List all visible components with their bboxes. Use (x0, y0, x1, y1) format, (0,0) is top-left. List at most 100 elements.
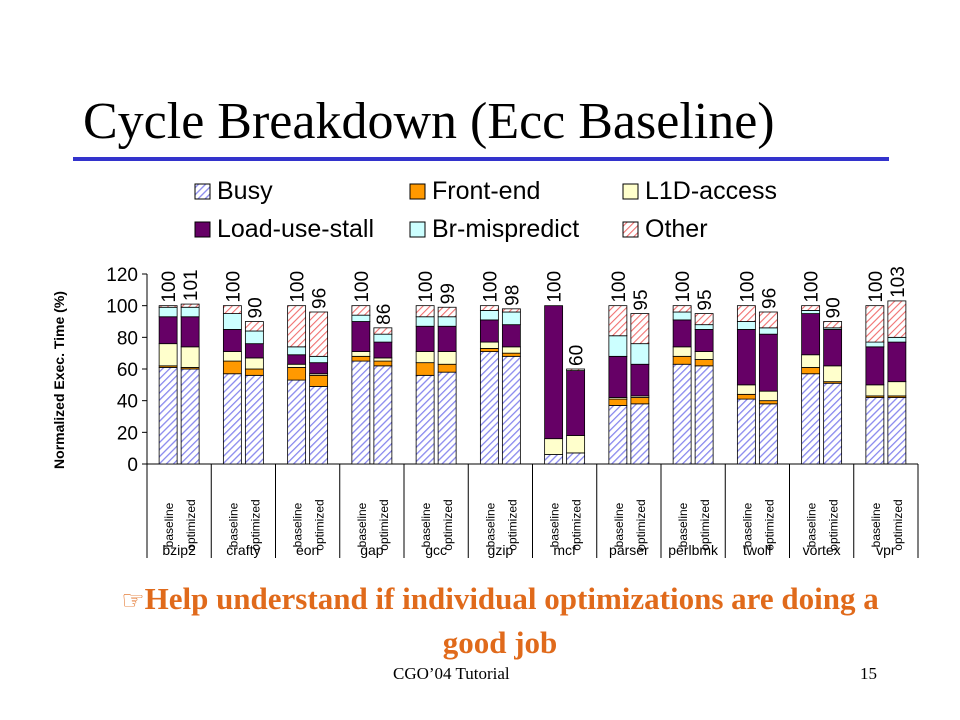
bar-total-label: 100 (416, 271, 437, 303)
y-tick-label: 120 (106, 265, 138, 286)
bar-segment (244, 368, 264, 376)
bar-total-label: 95 (631, 289, 652, 310)
group-label: gcc (425, 542, 447, 558)
bar-segment (222, 329, 242, 352)
bar-category-label: baseline (676, 502, 690, 547)
bar-total-label: 96 (310, 288, 331, 309)
plot-area: 0 20 40 60 80 100 120 Normalized Exec. Time (%)… (51, 265, 919, 558)
bar-category-label: baseline (805, 502, 819, 547)
bar-total-label: 96 (759, 288, 780, 309)
group-label: gzip (488, 542, 514, 558)
bar-category-label: baseline (419, 502, 433, 547)
legend-swatch (409, 183, 426, 200)
bar-category-label: optimized (762, 499, 776, 550)
bar-category-label: optimized (248, 499, 262, 550)
bar-segment (887, 341, 907, 383)
bar-segment (758, 400, 778, 405)
bar-segment (801, 367, 821, 375)
bar-segment (351, 351, 371, 357)
bar-segment (351, 305, 371, 316)
y-tick-label: 80 (117, 328, 138, 349)
bar-segment (222, 305, 242, 314)
bar-total-label: 95 (695, 289, 716, 310)
bar-segment (694, 351, 714, 360)
bar-segment (801, 305, 821, 311)
bar-segment (479, 319, 499, 343)
bar-total-label: 86 (374, 304, 395, 325)
bar-segment (736, 321, 756, 330)
bar-segment (608, 405, 628, 465)
bar-segment (287, 346, 307, 356)
bar-segment (415, 362, 435, 376)
bar-category-label: baseline (869, 502, 883, 547)
legend-swatch (622, 221, 639, 238)
bar-segment (287, 305, 307, 348)
bar-category-label: optimized (634, 499, 648, 550)
legend-label: Busy (217, 177, 273, 205)
group-label: perlbmk (668, 542, 719, 558)
bullet-text: Help understand if individual optimizati… (144, 581, 879, 660)
bar-segment (758, 403, 778, 465)
bar-segment (479, 351, 499, 465)
bar-segment (672, 363, 692, 465)
bar-category-label: baseline (612, 502, 626, 547)
bar-total-label: 100 (802, 271, 823, 303)
bar-total-label: 90 (824, 297, 845, 318)
bar-segment (694, 365, 714, 465)
chart-legend: Busy Front-end L1D-access Load-use-stall Br-… (194, 177, 777, 243)
bar-total-label: 100 (545, 271, 566, 303)
group-label: bzip2 (162, 542, 196, 558)
bar-segment (736, 329, 756, 386)
bar-segment (415, 351, 435, 364)
bar-segment (694, 324, 714, 330)
bar-segment (801, 354, 821, 368)
bar-segment (501, 352, 521, 357)
bar-category-label: optimized (441, 499, 455, 550)
bar-segment (351, 314, 371, 322)
bar-segment (823, 321, 843, 329)
slide-number: 15 (860, 664, 877, 683)
legend-swatch (194, 183, 211, 200)
group-label: mcf (553, 542, 576, 558)
legend-swatch (194, 221, 211, 238)
bar-segment (373, 357, 393, 362)
bar-segment (694, 329, 714, 352)
bar-segment (244, 374, 264, 465)
group-label: vpr (876, 542, 896, 558)
bar-segment (865, 305, 885, 343)
legend-swatch (622, 183, 639, 200)
bar-segment (244, 321, 264, 332)
bar-segment (180, 306, 200, 318)
bar-segment (823, 382, 843, 465)
bar-segment (244, 330, 264, 345)
y-tick-label: 0 (127, 455, 138, 476)
bar-segment (608, 355, 628, 398)
legend-label: Load-use-stall (217, 215, 374, 243)
bar-segment (287, 354, 307, 365)
bar-segment (158, 343, 178, 367)
bar-segment (437, 306, 457, 318)
bar-segment (801, 313, 821, 356)
bar-segment (501, 324, 521, 348)
bar-segment (501, 346, 521, 354)
bar-segment (309, 311, 329, 357)
bar-segment (608, 398, 628, 406)
bar-segment (373, 341, 393, 359)
bar-total-label: 100 (223, 271, 244, 303)
bar-segment (566, 370, 586, 436)
bar-total-label: 100 (673, 271, 694, 303)
bar-segment (823, 329, 843, 367)
bar-segment (630, 313, 650, 345)
bar-category-label: optimized (827, 499, 841, 550)
bar-segment (479, 310, 499, 321)
bar-segment (736, 384, 756, 395)
bar-category-label: optimized (570, 499, 584, 550)
bar-total-label: 99 (438, 283, 459, 304)
y-tick-label: 20 (117, 423, 138, 444)
bullet-point: ☞Help understand if individual optimizat… (100, 578, 900, 664)
bar-segment (222, 313, 242, 330)
legend-label: L1D-access (645, 177, 777, 205)
bar-category-label: baseline (483, 502, 497, 547)
bar-segment (887, 336, 907, 343)
